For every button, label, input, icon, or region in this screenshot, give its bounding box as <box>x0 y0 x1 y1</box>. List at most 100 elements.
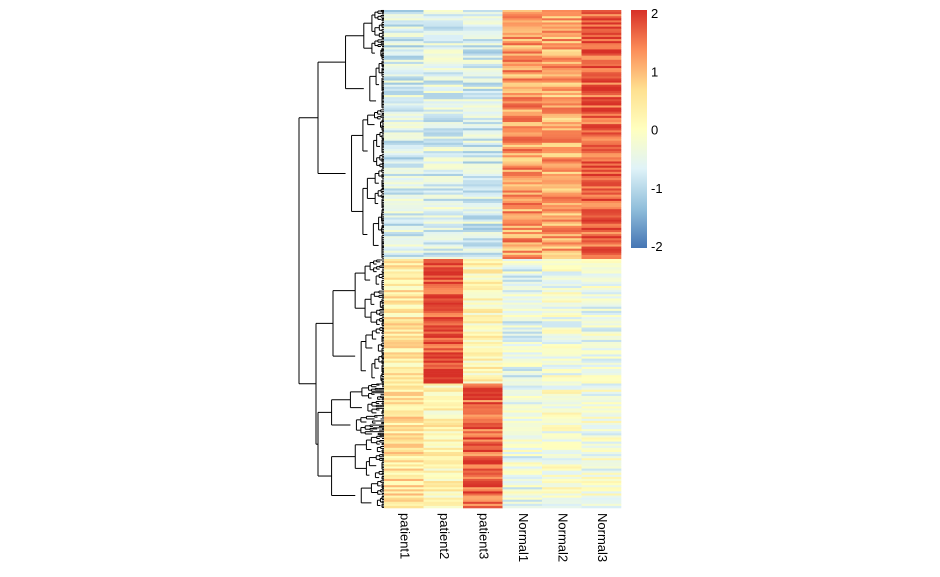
heatmap-cell <box>423 18 464 21</box>
heatmap-cell <box>423 296 464 299</box>
heatmap-cell <box>502 410 543 413</box>
heatmap-cell <box>423 41 464 44</box>
heatmap-cell <box>581 427 622 430</box>
heatmap-cell <box>502 360 543 364</box>
heatmap-cell <box>581 454 622 457</box>
heatmap-cell <box>542 302 582 305</box>
heatmap-cell <box>423 113 464 117</box>
heatmap-cell <box>463 186 503 189</box>
heatmap-cell <box>502 443 543 447</box>
heatmap-cell <box>384 279 424 283</box>
heatmap-cell <box>542 192 582 195</box>
heatmap-cell <box>542 10 582 13</box>
heatmap-cell <box>502 352 543 355</box>
heatmap-cell <box>502 462 543 465</box>
heatmap-cell <box>384 14 424 17</box>
heatmap-cell <box>423 269 464 272</box>
heatmap-cell <box>502 130 543 133</box>
heatmap-cell <box>463 105 503 108</box>
heatmap-cell <box>542 178 582 181</box>
heatmap-cell <box>463 319 503 322</box>
heatmap-cell <box>423 460 464 463</box>
heatmap-cell <box>581 310 622 314</box>
heatmap-cell <box>502 53 543 56</box>
heatmap-cell <box>542 130 582 133</box>
heatmap-cell <box>384 12 424 15</box>
heatmap-cell <box>423 414 464 418</box>
heatmap-cell <box>542 489 582 492</box>
color-legend-tick: 1 <box>651 64 658 79</box>
heatmap-cell <box>423 88 464 92</box>
heatmap-cell <box>581 165 622 169</box>
heatmap-cell <box>502 505 543 509</box>
heatmap-cell <box>581 306 622 310</box>
heatmap-cell <box>463 53 503 56</box>
heatmap-cell <box>502 136 543 139</box>
heatmap-cell <box>384 292 424 295</box>
heatmap-cell <box>581 36 622 40</box>
heatmap-cell <box>384 414 424 418</box>
heatmap-cell <box>384 171 424 175</box>
heatmap-cell <box>463 400 503 403</box>
heatmap-cell <box>502 319 543 322</box>
heatmap-cell <box>423 427 464 430</box>
heatmap-cell <box>463 188 503 191</box>
heatmap-cell <box>581 259 622 262</box>
column-label: patient3 <box>476 513 491 559</box>
heatmap-cell <box>423 101 464 104</box>
heatmap-cell <box>423 176 464 179</box>
heatmap-cell <box>463 167 503 171</box>
heatmap-cell <box>502 329 543 332</box>
heatmap-cell <box>502 406 543 409</box>
heatmap-cell <box>384 126 424 129</box>
heatmap-cell <box>542 242 582 245</box>
heatmap-cell <box>502 493 543 496</box>
heatmap-cell <box>384 246 424 249</box>
heatmap-cell <box>463 491 503 494</box>
heatmap-cell <box>581 315 622 318</box>
heatmap-cell <box>542 412 582 415</box>
heatmap-cell <box>542 151 582 154</box>
heatmap-cell <box>384 215 424 218</box>
heatmap-cell <box>581 381 622 384</box>
heatmap-cell <box>581 368 622 372</box>
heatmap-cell <box>542 398 582 401</box>
heatmap-cell <box>502 248 543 252</box>
heatmap-cell <box>542 354 582 357</box>
heatmap-cell <box>542 481 582 484</box>
heatmap-cell <box>581 136 622 139</box>
heatmap-cell <box>463 63 503 67</box>
heatmap-cell <box>542 236 582 239</box>
heatmap-cell <box>502 215 543 218</box>
heatmap-cell <box>384 406 424 409</box>
heatmap-cell <box>423 105 464 108</box>
heatmap-cell <box>581 505 622 509</box>
heatmap-cell <box>502 273 543 276</box>
heatmap-cell <box>542 221 582 225</box>
heatmap-cell <box>502 408 543 411</box>
heatmap-cell <box>502 375 543 378</box>
heatmap-cell <box>423 273 464 276</box>
heatmap-cell <box>502 14 543 17</box>
heatmap-cell <box>581 213 622 216</box>
heatmap-cell <box>581 236 622 239</box>
heatmap-cell <box>423 244 464 247</box>
heatmap-cell <box>581 184 622 187</box>
heatmap-cell <box>502 117 543 121</box>
heatmap-cell <box>502 182 543 185</box>
heatmap-cell <box>581 248 622 252</box>
heatmap-cell <box>502 383 543 386</box>
heatmap-cell <box>384 16 424 19</box>
heatmap-cell <box>502 122 543 125</box>
heatmap-cell <box>423 333 464 337</box>
heatmap-cell <box>581 146 622 150</box>
heatmap-cell <box>463 335 503 339</box>
column-label: Normal1 <box>516 513 531 562</box>
heatmap-cell <box>542 68 582 71</box>
heatmap-cell <box>581 377 622 380</box>
heatmap-cell <box>423 348 464 351</box>
heatmap-cell <box>542 420 582 424</box>
heatmap-cell <box>384 337 424 341</box>
heatmap-cell <box>423 86 464 90</box>
heatmap-cell <box>542 61 582 65</box>
